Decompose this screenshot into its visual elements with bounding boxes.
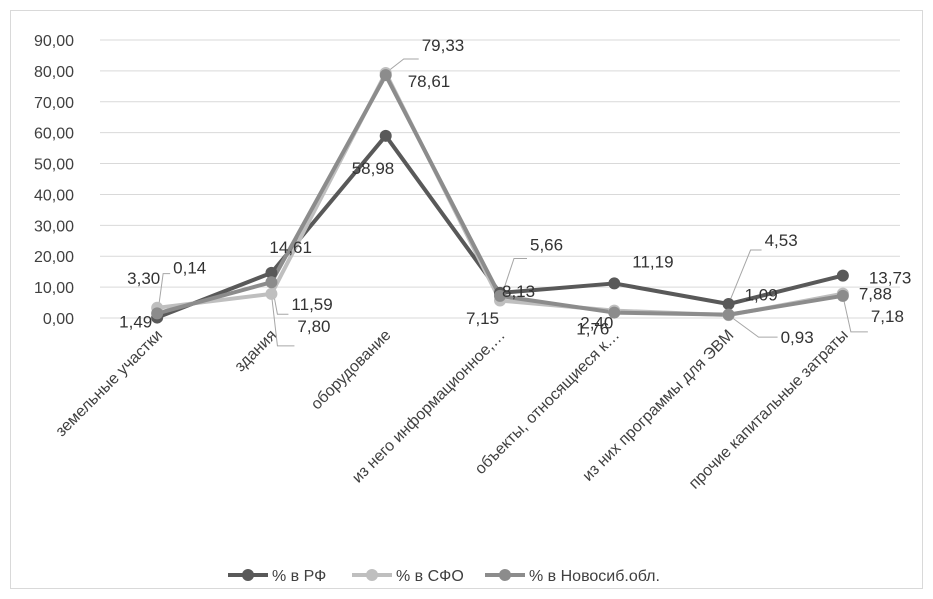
chart-border: [10, 10, 923, 589]
data-label: 79,33: [422, 36, 465, 55]
y-tick-label: 50,00: [34, 157, 74, 174]
legend-entry-label: % в СФО: [396, 568, 464, 585]
data-point: [265, 266, 278, 279]
data-point: [608, 306, 621, 319]
data-point: [608, 277, 621, 290]
data-label: 1,76: [576, 320, 609, 339]
legend-entry-label: % в РФ: [272, 568, 326, 585]
legend: % в РФ % в СФО % в Новосиб.обл.: [228, 568, 660, 585]
data-point: [494, 289, 506, 302]
label-leader-line: [499, 258, 527, 301]
y-tick-label: 80,00: [34, 64, 74, 81]
legend-swatch-marker: [366, 569, 378, 581]
data-point: [265, 276, 278, 289]
data-label: 0,14: [173, 259, 206, 278]
y-tick-label: 40,00: [34, 187, 74, 204]
data-point: [722, 308, 735, 321]
y-tick-label: 10,00: [34, 280, 74, 297]
data-label: 14,61: [269, 238, 312, 257]
label-leader-line: [385, 58, 419, 74]
data-label-leaders: [156, 58, 868, 347]
y-tick-label: 20,00: [34, 249, 74, 266]
label-leader-line: [270, 293, 295, 347]
data-label: 2,40: [580, 314, 613, 333]
label-leader-line: [728, 249, 762, 305]
data-label: 11,59: [291, 295, 332, 314]
data-label: 7,88: [859, 285, 892, 304]
legend-entry-label: % в Новосиб.обл.: [529, 568, 660, 585]
data-point: [722, 298, 735, 311]
data-labels: 0,14 14,61 58,98 8,13 11,19 4,53 13,73 3,30 7,80…: [119, 36, 911, 347]
y-tick-label: 30,00: [34, 218, 74, 235]
data-point: [836, 289, 849, 302]
data-label: 3,30: [127, 269, 160, 288]
data-point: [379, 69, 392, 82]
data-label: 7,15: [466, 309, 499, 328]
data-point: [379, 129, 392, 142]
data-label: 0,93: [781, 328, 814, 347]
data-label: 13,73: [869, 269, 912, 288]
legend-swatch-marker: [499, 569, 511, 581]
data-point: [836, 269, 849, 282]
y-tick-label: 90,00: [34, 33, 74, 50]
data-label: 1,09: [745, 286, 778, 305]
data-label: 7,18: [871, 307, 904, 326]
label-leader-line: [728, 314, 778, 338]
data-point: [151, 307, 164, 320]
legend-swatch-marker: [242, 569, 254, 581]
data-label: 78,61: [408, 72, 451, 91]
data-point: [265, 287, 278, 300]
y-tick-label: 0,00: [43, 311, 74, 328]
series-markers: [151, 66, 849, 324]
data-label: 58,98: [352, 159, 395, 178]
y-tick-label: 70,00: [34, 95, 74, 112]
data-label: 5,66: [530, 236, 563, 255]
data-label: 4,53: [765, 231, 798, 250]
data-label: 1,49: [119, 312, 152, 331]
data-label: 8,13: [502, 282, 535, 301]
y-tick-label: 60,00: [34, 126, 74, 143]
data-label: 11,19: [632, 252, 673, 271]
data-label: 7,80: [297, 317, 330, 336]
label-leader-line: [842, 295, 868, 333]
y-axis-tick-labels: 0,00 10,00 20,00 30,00 40,00 50,00 60,00 70,00 8…: [34, 33, 74, 328]
